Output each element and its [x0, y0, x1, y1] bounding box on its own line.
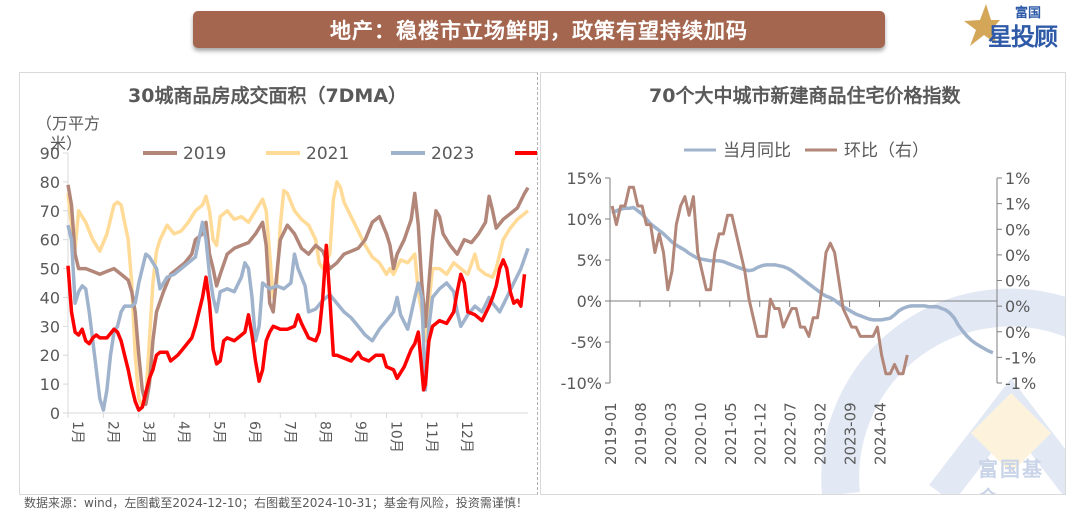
x-tick-label: 12月 [458, 421, 474, 453]
series-line-mom [610, 185, 909, 376]
y-tick-label: 15% [566, 169, 602, 188]
brand-name-main: 星投顾 [988, 23, 1058, 51]
y-tick-label: 30 [40, 317, 60, 336]
y-tick-label: 10% [566, 210, 602, 229]
x-tick-label: 2024-04 [872, 402, 890, 465]
banner-title: 地产：稳楼市立场鲜明，政策有望持续加码 [330, 18, 748, 43]
x-tick-label: 7月 [281, 421, 297, 444]
x-tick-label: 2023-02 [812, 402, 830, 465]
y2-tick-label: 0% [1005, 323, 1030, 342]
title-banner: 地产：稳楼市立场鲜明，政策有望持续加码 [193, 11, 885, 48]
y2-tick-label: 0% [1005, 297, 1030, 316]
x-tick-label: 2020-10 [692, 402, 710, 465]
x-tick-label: 11月 [423, 421, 439, 453]
brand-name-top: 富国 [1015, 6, 1042, 21]
x-tick-label: 2019-01 [602, 402, 620, 465]
footnote: 数据来源：wind，左图截至2024-12-10；右图截至2024-10-31；… [24, 496, 528, 510]
y2-tick-label: -1% [1005, 348, 1036, 367]
series-line-2024 [66, 243, 527, 412]
watermark-text: 富国基金 [978, 457, 1044, 494]
y2-tick-label: -1% [1005, 374, 1036, 393]
x-tick-label: 2020-03 [662, 402, 680, 465]
legend-label-2021: 2021 [306, 144, 349, 164]
x-tick-label: 9月 [352, 421, 368, 444]
x-tick-label: 3月 [140, 421, 156, 444]
x-tick-label: 2019-08 [632, 402, 650, 465]
y-axis-unit-label: （万平方 [36, 114, 100, 133]
y-tick-label: 90 [40, 144, 60, 163]
legend-label-2023: 2023 [431, 144, 474, 164]
x-tick-label: 4月 [175, 421, 191, 444]
y-tick-label: 70 [40, 202, 60, 221]
series-line-2019 [66, 184, 530, 407]
right-chart: 当月同比 环比（右） 15% 10% 5% 0% -5% -10% 1% 1% 0% 0% 0% 0% 0%… [561, 141, 1037, 465]
y-tick-label: -10% [561, 374, 602, 393]
y-tick-label: 40 [40, 288, 60, 307]
series-line-2021 [66, 180, 530, 409]
y2-tick-label: 0% [1005, 246, 1030, 265]
legend-label-mom: 环比（右） [844, 141, 929, 161]
y2-tick-label: 0% [1005, 272, 1030, 291]
x-tick-label: 5月 [211, 421, 227, 444]
x-tick-label: 2021-12 [752, 402, 770, 465]
x-tick-label: 6月 [246, 421, 262, 444]
brand-logo: 富国 星投顾 [960, 2, 1070, 51]
left-chart-panel: 30城商品房成交面积（7DMA） （万平方 米） 0 10 20 30 40 50 60 70 80… [19, 72, 538, 495]
y-tick-label: 60 [40, 231, 60, 250]
x-tick-label: 8月 [317, 421, 333, 444]
y-tick-label: 0 [50, 404, 60, 423]
x-tick-label: 2023-09 [842, 402, 860, 465]
y-tick-label: 80 [40, 173, 60, 192]
right-chart-panel: 富国基金 70个大中城市新建商品住宅价格指数 当月同比 环比（右） 15% 10% 5%… [540, 72, 1066, 495]
legend-label-yoy: 当月同比 [723, 141, 791, 161]
watermark-logo [821, 288, 1065, 494]
y-tick-label: 5% [577, 251, 602, 270]
series-line-2023 [66, 220, 530, 412]
x-tick-label: 1月 [69, 421, 85, 444]
x-tick-label: 2月 [104, 421, 120, 444]
legend-label-2019: 2019 [183, 144, 226, 164]
y2-tick-label: 1% [1005, 169, 1030, 188]
y-tick-label: 0% [577, 292, 602, 311]
y-axis-unit-label-2: 米） [50, 134, 82, 153]
right-chart-title: 70个大中城市新建商品住宅价格指数 [649, 85, 961, 107]
y-tick-label: -5% [571, 333, 602, 352]
y2-tick-label: 1% [1005, 195, 1030, 214]
x-tick-label: 2022-07 [782, 402, 800, 465]
y-tick-label: 20 [40, 346, 60, 365]
x-tick-label: 10月 [387, 421, 403, 453]
x-tick-label: 2021-05 [722, 402, 740, 465]
y2-tick-label: 0% [1005, 220, 1030, 239]
y-tick-label: 50 [40, 260, 60, 279]
left-chart-title: 30城商品房成交面积（7DMA） [128, 85, 408, 107]
star-icon [964, 4, 1000, 46]
y-tick-label: 10 [40, 375, 60, 394]
